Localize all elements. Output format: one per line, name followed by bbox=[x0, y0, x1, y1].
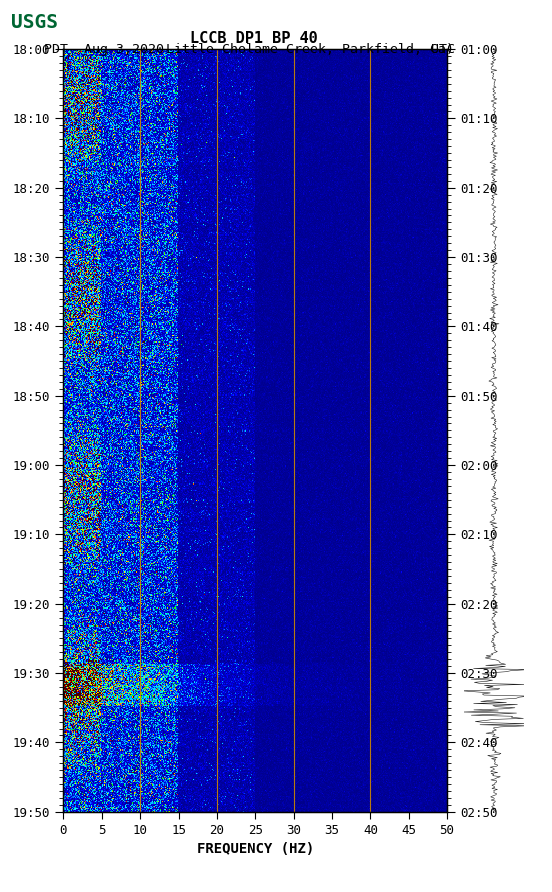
X-axis label: FREQUENCY (HZ): FREQUENCY (HZ) bbox=[197, 842, 314, 856]
Text: LCCB DP1 BP 40: LCCB DP1 BP 40 bbox=[190, 31, 318, 46]
Text: UTC: UTC bbox=[431, 43, 454, 56]
Text: Little Cholame Creek, Parkfield, Ca): Little Cholame Creek, Parkfield, Ca) bbox=[166, 43, 454, 56]
Text: USGS: USGS bbox=[11, 13, 58, 32]
Text: PDT  Aug 3,2020: PDT Aug 3,2020 bbox=[44, 43, 164, 56]
